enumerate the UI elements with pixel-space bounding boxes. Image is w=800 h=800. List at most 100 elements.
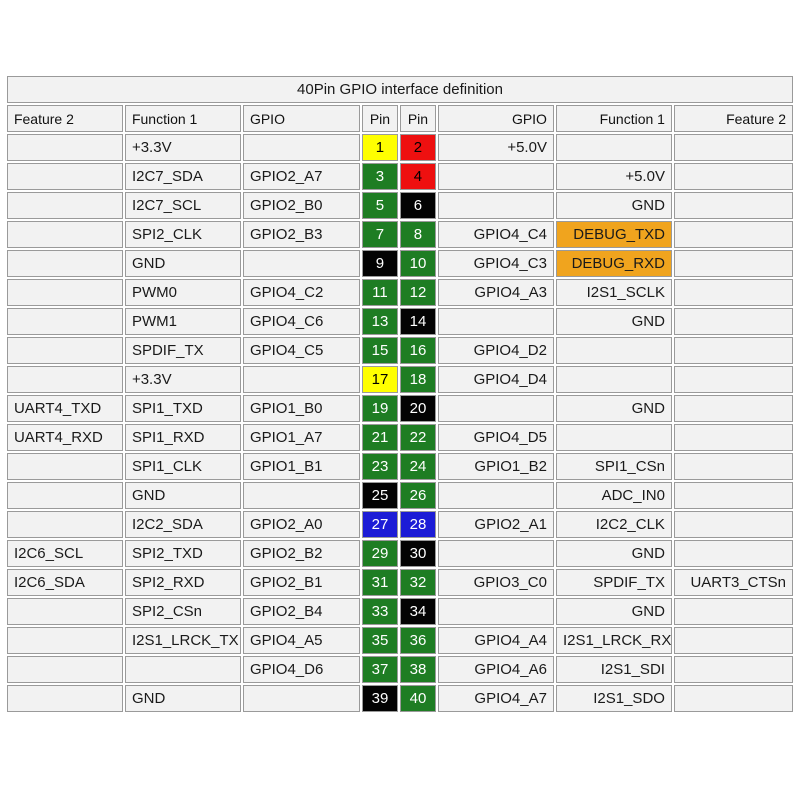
left-feature-cell: [6, 337, 123, 364]
left-gpio-cell: GPIO2_B4: [242, 598, 360, 625]
left-feature-cell: [6, 279, 123, 306]
left-function-cell: I2C7_SCL: [124, 192, 241, 219]
left-pin-number-cell: 11: [361, 279, 398, 306]
left-gpio-cell: [242, 685, 360, 712]
right-pin-number-cell: 4: [399, 163, 436, 190]
right-pin-number-cell: 12: [399, 279, 436, 306]
right-feature-cell: [673, 163, 794, 190]
left-gpio-cell: GPIO1_B1: [242, 453, 360, 480]
left-function-cell: GND: [124, 250, 241, 277]
left-gpio-cell: GPIO4_C6: [242, 308, 360, 335]
left-function-cell: PWM0: [124, 279, 241, 306]
left-feature-cell: I2C6_SCL: [6, 540, 123, 567]
header-right-pin: Pin: [399, 105, 436, 132]
left-gpio-cell: GPIO2_B3: [242, 221, 360, 248]
right-pin-number-cell: 40: [399, 685, 436, 712]
right-pin-number-cell: 6: [399, 192, 436, 219]
left-feature-cell: [6, 685, 123, 712]
left-pin-number-cell: 33: [361, 598, 398, 625]
right-pin-number-cell: 14: [399, 308, 436, 335]
right-pin-number-cell: 8: [399, 221, 436, 248]
right-feature-cell: [673, 540, 794, 567]
left-feature-cell: [6, 627, 123, 654]
right-feature-cell: [673, 656, 794, 683]
right-feature-cell: [673, 308, 794, 335]
right-function-cell: I2C2_CLK: [555, 511, 672, 538]
left-function-cell: PWM1: [124, 308, 241, 335]
left-feature-cell: [6, 453, 123, 480]
pin-table-body: +3.3V 1 2 +5.0V I2C7_SDA GPIO2_A7 3 4 +5.0V I2C7_…: [6, 134, 794, 712]
left-gpio-cell: GPIO2_A7: [242, 163, 360, 190]
right-pin-number-cell: 20: [399, 395, 436, 422]
right-feature-cell: [673, 482, 794, 509]
table-row: GND 9 10 GPIO4_C3 DEBUG_RXD: [6, 250, 794, 277]
left-gpio-cell: GPIO4_D6: [242, 656, 360, 683]
right-gpio-cell: GPIO4_A6: [437, 656, 554, 683]
right-gpio-cell: GPIO4_C3: [437, 250, 554, 277]
right-function-cell: I2S1_LRCK_RX: [555, 627, 672, 654]
left-feature-cell: UART4_RXD: [6, 424, 123, 451]
left-pin-number-cell: 5: [361, 192, 398, 219]
right-feature-cell: [673, 395, 794, 422]
left-function-cell: SPI1_CLK: [124, 453, 241, 480]
right-function-cell: [555, 366, 672, 393]
right-gpio-cell: GPIO4_C4: [437, 221, 554, 248]
left-feature-cell: I2C6_SDA: [6, 569, 123, 596]
table-row: SPDIF_TX GPIO4_C5 15 16 GPIO4_D2: [6, 337, 794, 364]
left-feature-cell: [6, 656, 123, 683]
right-function-cell: I2S1_SDO: [555, 685, 672, 712]
table-row: GPIO4_D6 37 38 GPIO4_A6 I2S1_SDI: [6, 656, 794, 683]
right-feature-cell: [673, 627, 794, 654]
right-function-cell: I2S1_SDI: [555, 656, 672, 683]
right-feature-cell: [673, 221, 794, 248]
right-feature-cell: [673, 250, 794, 277]
header-right-feature: Feature 2: [673, 105, 794, 132]
left-pin-number-cell: 3: [361, 163, 398, 190]
table-row: +3.3V 17 18 GPIO4_D4: [6, 366, 794, 393]
left-function-cell: SPI2_CSn: [124, 598, 241, 625]
right-feature-cell: UART3_CTSn: [673, 569, 794, 596]
table-row: I2C7_SCL GPIO2_B0 5 6 GND: [6, 192, 794, 219]
left-pin-number-cell: 27: [361, 511, 398, 538]
left-pin-number-cell: 9: [361, 250, 398, 277]
right-feature-cell: [673, 366, 794, 393]
left-function-cell: +3.3V: [124, 134, 241, 161]
table-row: I2C6_SCL SPI2_TXD GPIO2_B2 29 30 GND: [6, 540, 794, 567]
table-row: SPI2_CLK GPIO2_B3 7 8 GPIO4_C4 DEBUG_TXD: [6, 221, 794, 248]
left-function-cell: I2S1_LRCK_TX: [124, 627, 241, 654]
left-gpio-cell: GPIO2_B2: [242, 540, 360, 567]
right-gpio-cell: [437, 598, 554, 625]
right-pin-number-cell: 34: [399, 598, 436, 625]
left-feature-cell: [6, 366, 123, 393]
right-pin-number-cell: 22: [399, 424, 436, 451]
left-function-cell: I2C7_SDA: [124, 163, 241, 190]
right-feature-cell: [673, 453, 794, 480]
table-row: SPI2_CSn GPIO2_B4 33 34 GND: [6, 598, 794, 625]
right-gpio-cell: GPIO4_D5: [437, 424, 554, 451]
left-feature-cell: [6, 482, 123, 509]
right-gpio-cell: +5.0V: [437, 134, 554, 161]
left-function-cell: GND: [124, 482, 241, 509]
left-pin-number-cell: 23: [361, 453, 398, 480]
table-row: PWM0 GPIO4_C2 11 12 GPIO4_A3 I2S1_SCLK: [6, 279, 794, 306]
left-feature-cell: [6, 134, 123, 161]
table-row: I2C7_SDA GPIO2_A7 3 4 +5.0V: [6, 163, 794, 190]
right-function-cell: ADC_IN0: [555, 482, 672, 509]
right-gpio-cell: GPIO4_A3: [437, 279, 554, 306]
left-pin-number-cell: 35: [361, 627, 398, 654]
right-pin-number-cell: 38: [399, 656, 436, 683]
table-row: I2C2_SDA GPIO2_A0 27 28 GPIO2_A1 I2C2_CLK: [6, 511, 794, 538]
table-row: I2C6_SDA SPI2_RXD GPIO2_B1 31 32 GPIO3_C0 SPDI…: [6, 569, 794, 596]
right-pin-number-cell: 36: [399, 627, 436, 654]
header-left-function: Function 1: [124, 105, 241, 132]
header-left-pin: Pin: [361, 105, 398, 132]
header-left-gpio: GPIO: [242, 105, 360, 132]
right-function-cell: GND: [555, 540, 672, 567]
right-gpio-cell: GPIO1_B2: [437, 453, 554, 480]
left-feature-cell: [6, 308, 123, 335]
left-function-cell: SPI1_RXD: [124, 424, 241, 451]
left-pin-number-cell: 21: [361, 424, 398, 451]
right-gpio-cell: GPIO2_A1: [437, 511, 554, 538]
right-function-cell: DEBUG_TXD: [555, 221, 672, 248]
